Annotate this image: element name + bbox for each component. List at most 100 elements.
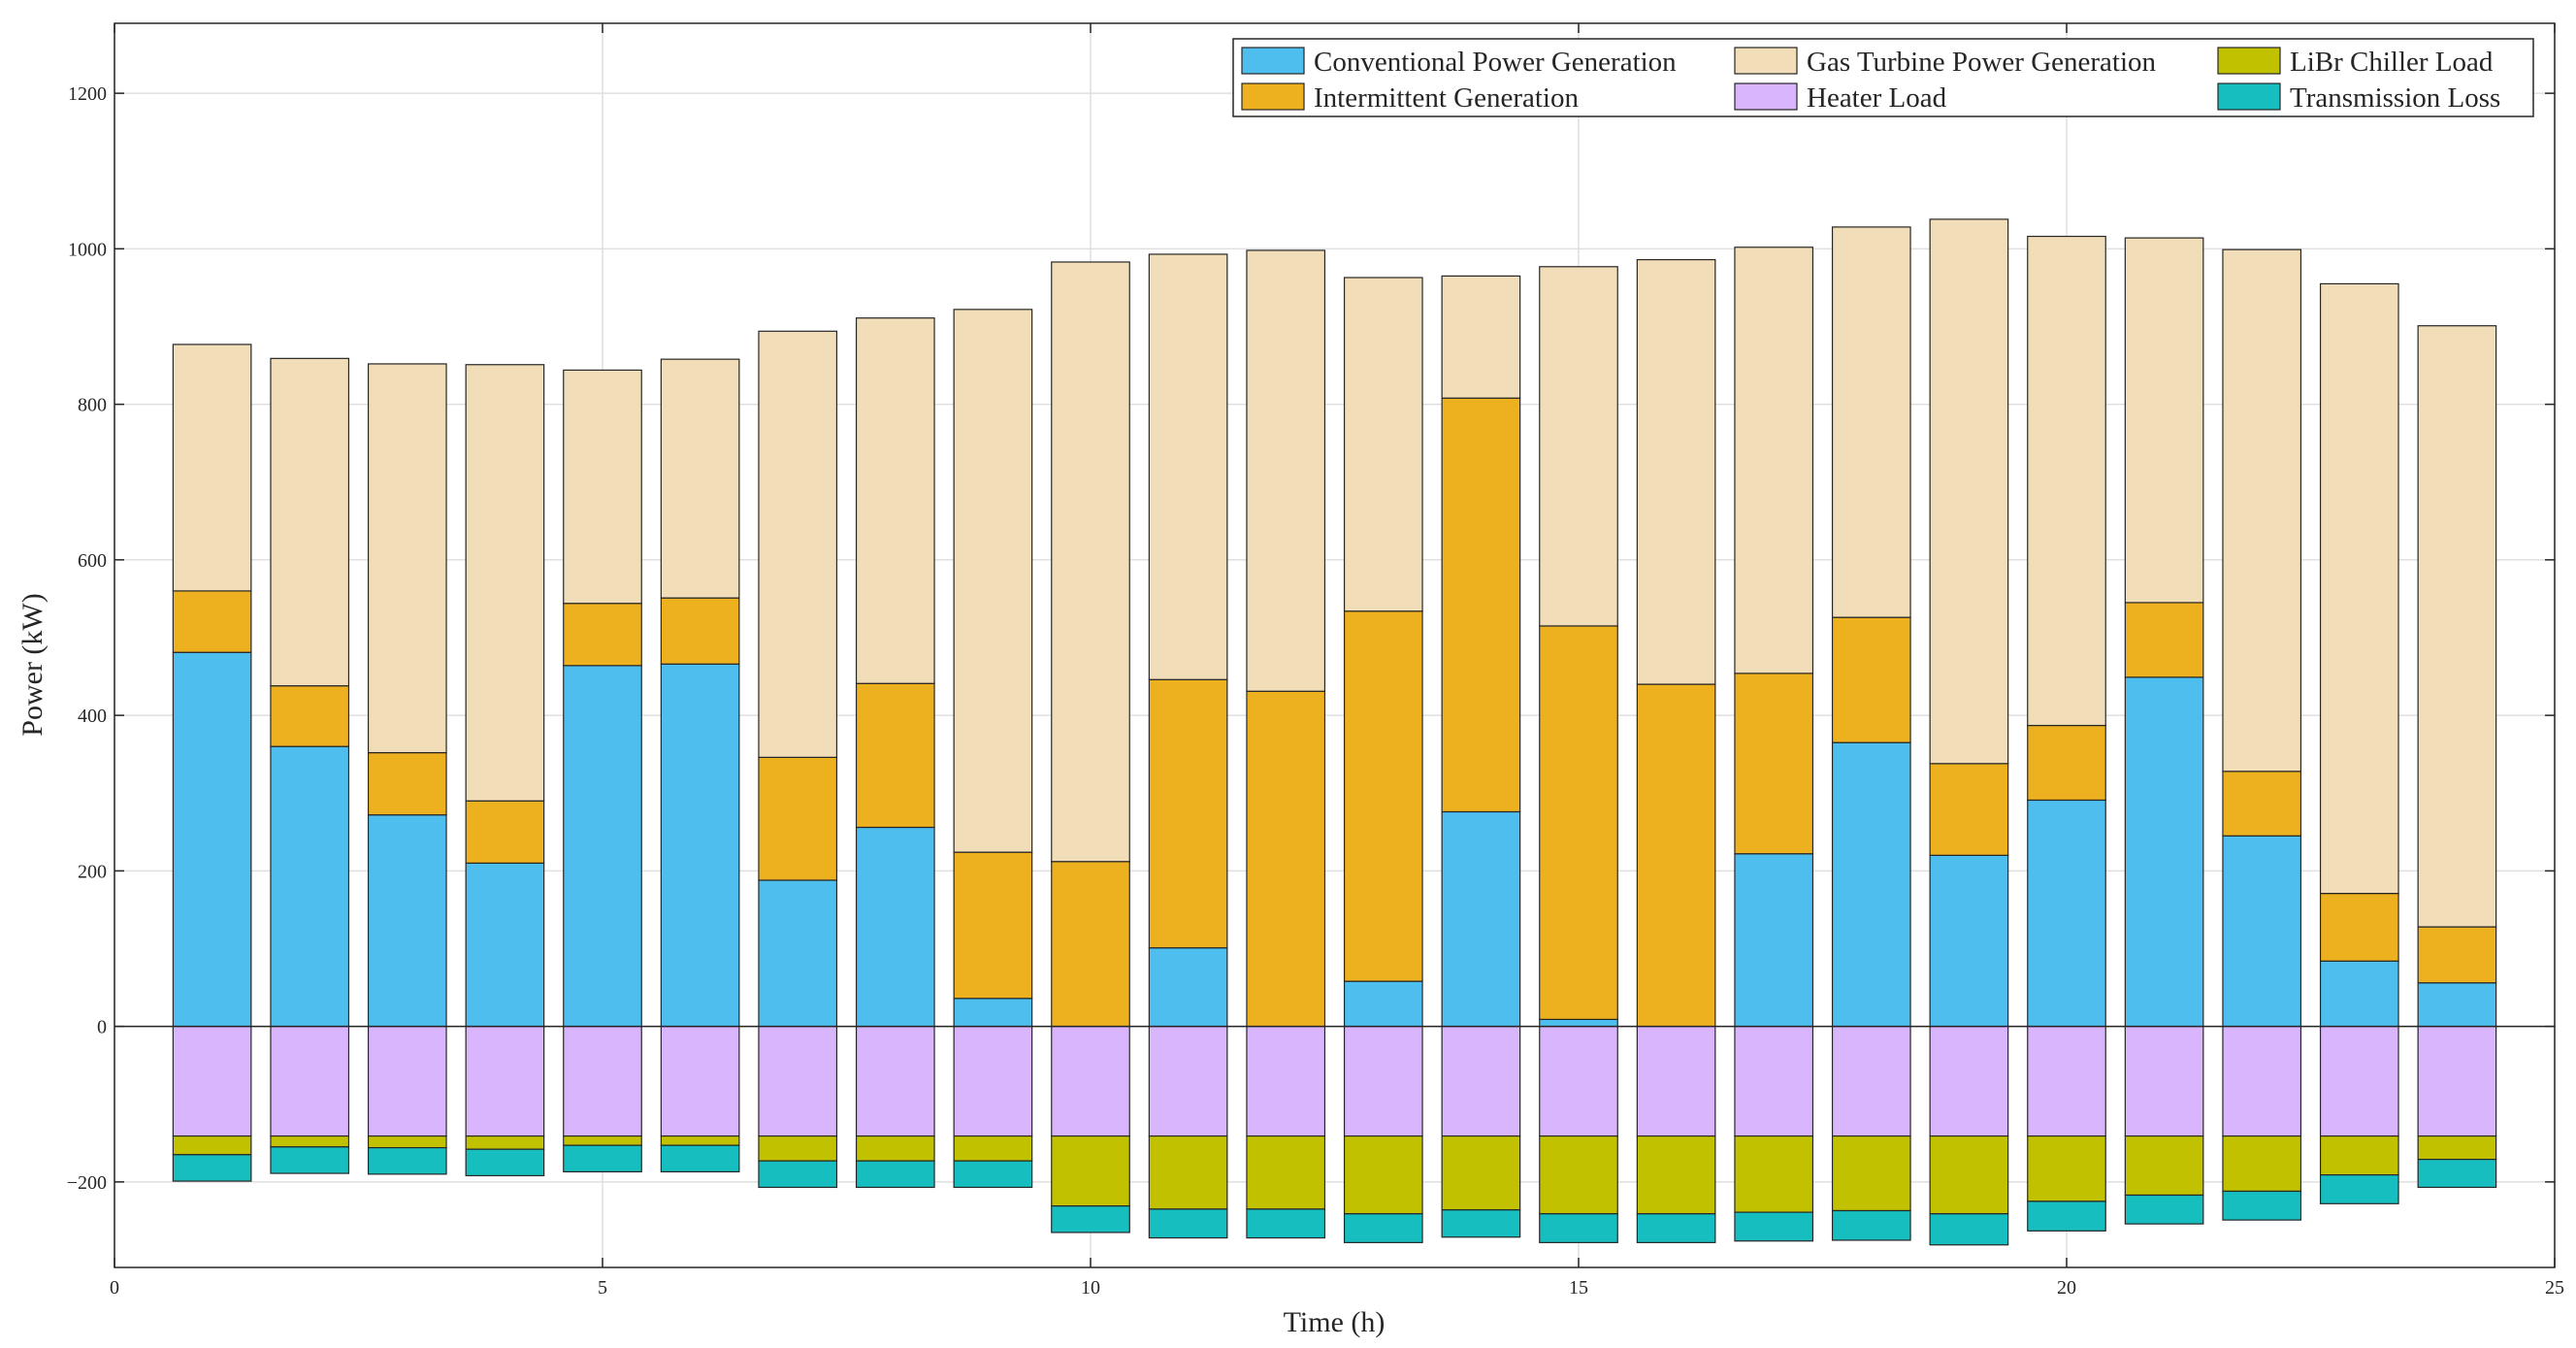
bar-gas-turbine-power-generation-11 (1148, 253, 1228, 680)
bar-intermittent-generation-7 (758, 756, 838, 881)
bar-conventional-power-generation-18 (1831, 741, 1911, 1028)
bar-gas-turbine-power-generation-4 (465, 364, 545, 802)
bar-intermittent-generation-8 (855, 682, 935, 829)
bar-intermittent-generation-12 (1246, 690, 1326, 1028)
y-axis-title: Power (kW) (16, 593, 49, 736)
bar-gas-turbine-power-generation-1 (172, 344, 252, 592)
bar-intermittent-generation-20 (2027, 724, 2106, 802)
bar-conventional-power-generation-11 (1148, 947, 1228, 1028)
bar-conventional-power-generation-9 (953, 998, 1033, 1028)
bar-gas-turbine-power-generation-9 (953, 309, 1033, 853)
bar-intermittent-generation-3 (367, 751, 447, 816)
bar-heater-load-8 (855, 1026, 935, 1137)
bar-transmission-loss-9 (953, 1160, 1033, 1189)
y-tick-label: 1000 (68, 239, 107, 260)
bar-gas-turbine-power-generation-7 (758, 330, 838, 758)
bar-heater-load-2 (270, 1026, 350, 1137)
y-tick-label: 600 (78, 550, 107, 572)
bar-conventional-power-generation-23 (2319, 960, 2399, 1028)
legend: Conventional Power Generation Gas Turbine… (1232, 38, 2534, 117)
bar-libr-chiller-load-11 (1148, 1134, 1228, 1210)
bar-gas-turbine-power-generation-3 (367, 363, 447, 754)
bar-libr-chiller-load-14 (1441, 1134, 1521, 1211)
bar-gas-turbine-power-generation-13 (1343, 277, 1423, 612)
bar-libr-chiller-load-17 (1734, 1134, 1814, 1213)
bar-conventional-power-generation-13 (1343, 980, 1423, 1028)
bar-transmission-loss-13 (1343, 1213, 1423, 1243)
axes (114, 22, 2556, 1268)
bar-libr-chiller-load-1 (172, 1134, 252, 1156)
bar-gas-turbine-power-generation-12 (1246, 249, 1326, 692)
bar-heater-load-17 (1734, 1026, 1814, 1137)
bar-libr-chiller-load-16 (1636, 1134, 1716, 1215)
bar-heater-load-5 (563, 1026, 642, 1137)
bar-gas-turbine-power-generation-10 (1051, 261, 1130, 863)
bar-libr-chiller-load-12 (1246, 1134, 1326, 1210)
bar-transmission-loss-24 (2417, 1159, 2497, 1189)
bar-conventional-power-generation-17 (1734, 853, 1814, 1028)
bar-conventional-power-generation-5 (563, 665, 642, 1028)
bar-heater-load-19 (1929, 1026, 2009, 1137)
y-tick-label: 1200 (68, 83, 107, 105)
bar-intermittent-generation-2 (270, 685, 350, 747)
bar-heater-load-1 (172, 1026, 252, 1137)
legend-swatch-heater-load (1734, 82, 1798, 111)
bar-conventional-power-generation-21 (2124, 676, 2204, 1028)
bar-heater-load-15 (1539, 1026, 1618, 1137)
bar-intermittent-generation-22 (2222, 771, 2302, 837)
y-tick-label: 0 (97, 1017, 107, 1038)
bar-gas-turbine-power-generation-15 (1539, 266, 1618, 627)
bar-intermittent-generation-18 (1831, 616, 1911, 743)
bar-transmission-loss-14 (1441, 1209, 1521, 1238)
y-tick-label: 200 (78, 861, 107, 882)
bar-transmission-loss-20 (2027, 1200, 2106, 1232)
bar-gas-turbine-power-generation-2 (270, 357, 350, 687)
legend-label-conventional-power-generation: Conventional Power Generation (1314, 47, 1677, 78)
x-tick-label: 0 (110, 1277, 119, 1299)
bar-transmission-loss-8 (855, 1160, 935, 1189)
bar-transmission-loss-22 (2222, 1190, 2302, 1221)
legend-label-intermittent-generation: Intermittent Generation (1314, 82, 1579, 114)
bar-libr-chiller-load-24 (2417, 1134, 2497, 1161)
bar-gas-turbine-power-generation-19 (1929, 218, 2009, 765)
bar-conventional-power-generation-8 (855, 826, 935, 1028)
bar-conventional-power-generation-15 (1539, 1018, 1618, 1028)
bar-libr-chiller-load-9 (953, 1134, 1033, 1162)
bar-intermittent-generation-9 (953, 851, 1033, 1000)
bar-intermittent-generation-17 (1734, 673, 1814, 855)
x-tick-label: 10 (1081, 1277, 1100, 1299)
bar-gas-turbine-power-generation-20 (2027, 235, 2106, 727)
bar-intermittent-generation-19 (1929, 763, 2009, 856)
bar-gas-turbine-power-generation-22 (2222, 248, 2302, 773)
plot-frame (114, 22, 2556, 1268)
bar-heater-load-7 (758, 1026, 838, 1137)
bar-libr-chiller-load-8 (855, 1134, 935, 1162)
bar-libr-chiller-load-2 (270, 1134, 350, 1148)
bar-conventional-power-generation-1 (172, 651, 252, 1028)
bar-conventional-power-generation-6 (660, 663, 740, 1028)
bar-intermittent-generation-4 (465, 800, 545, 864)
bar-heater-load-9 (953, 1026, 1033, 1137)
legend-label-heater-load: Heater Load (1807, 82, 1947, 114)
bar-libr-chiller-load-23 (2319, 1134, 2399, 1176)
bar-transmission-loss-16 (1636, 1213, 1716, 1243)
bar-transmission-loss-2 (270, 1146, 350, 1174)
bar-libr-chiller-load-21 (2124, 1134, 2204, 1197)
bar-heater-load-21 (2124, 1026, 2204, 1137)
bar-heater-load-4 (465, 1026, 545, 1137)
bar-gas-turbine-power-generation-16 (1636, 258, 1716, 685)
bar-transmission-loss-5 (563, 1144, 642, 1173)
bar-conventional-power-generation-24 (2417, 982, 2497, 1028)
bar-libr-chiller-load-4 (465, 1134, 545, 1150)
bar-intermittent-generation-6 (660, 597, 740, 665)
bar-libr-chiller-load-18 (1831, 1134, 1911, 1212)
bar-intermittent-generation-16 (1636, 683, 1716, 1028)
bar-libr-chiller-load-19 (1929, 1134, 2009, 1215)
bar-conventional-power-generation-14 (1441, 810, 1521, 1028)
legend-swatch-libr-chiller-load (2217, 47, 2281, 75)
y-tick-label: 400 (78, 706, 107, 727)
bar-libr-chiller-load-22 (2222, 1134, 2302, 1193)
bar-conventional-power-generation-2 (270, 745, 350, 1028)
bar-intermittent-generation-21 (2124, 602, 2204, 678)
